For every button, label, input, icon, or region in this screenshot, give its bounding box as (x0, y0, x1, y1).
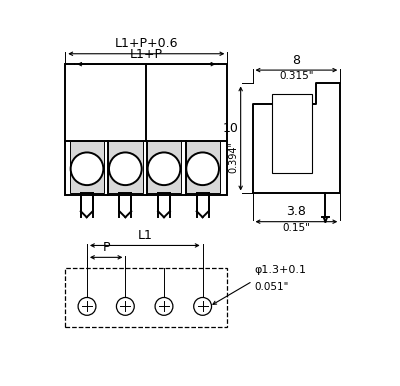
Bar (272, 94, 312, 173)
Bar (186, 141, 220, 193)
Text: P: P (102, 241, 110, 254)
Circle shape (116, 298, 134, 315)
Text: 0.15": 0.15" (282, 223, 310, 233)
Text: L1+P: L1+P (130, 47, 163, 61)
Text: 3.8: 3.8 (286, 205, 306, 218)
Bar (147, 141, 181, 193)
Text: 8: 8 (292, 54, 300, 66)
Text: 0.315": 0.315" (279, 71, 314, 81)
Text: 0.051": 0.051" (254, 282, 288, 292)
Text: 10: 10 (222, 122, 238, 135)
Circle shape (71, 152, 103, 185)
Circle shape (109, 152, 142, 185)
Bar (65, 64, 227, 195)
Bar (108, 141, 142, 193)
Circle shape (194, 298, 212, 315)
Bar (65, 268, 227, 327)
Text: 0.394": 0.394" (228, 141, 238, 173)
Circle shape (155, 298, 173, 315)
Bar (70, 141, 104, 193)
Circle shape (78, 298, 96, 315)
Circle shape (186, 152, 219, 185)
Text: L1: L1 (137, 229, 152, 242)
Text: L1+P+0.6: L1+P+0.6 (114, 37, 178, 50)
Polygon shape (252, 83, 340, 193)
Text: φ1.3+0.1: φ1.3+0.1 (254, 265, 306, 275)
Circle shape (148, 152, 180, 185)
